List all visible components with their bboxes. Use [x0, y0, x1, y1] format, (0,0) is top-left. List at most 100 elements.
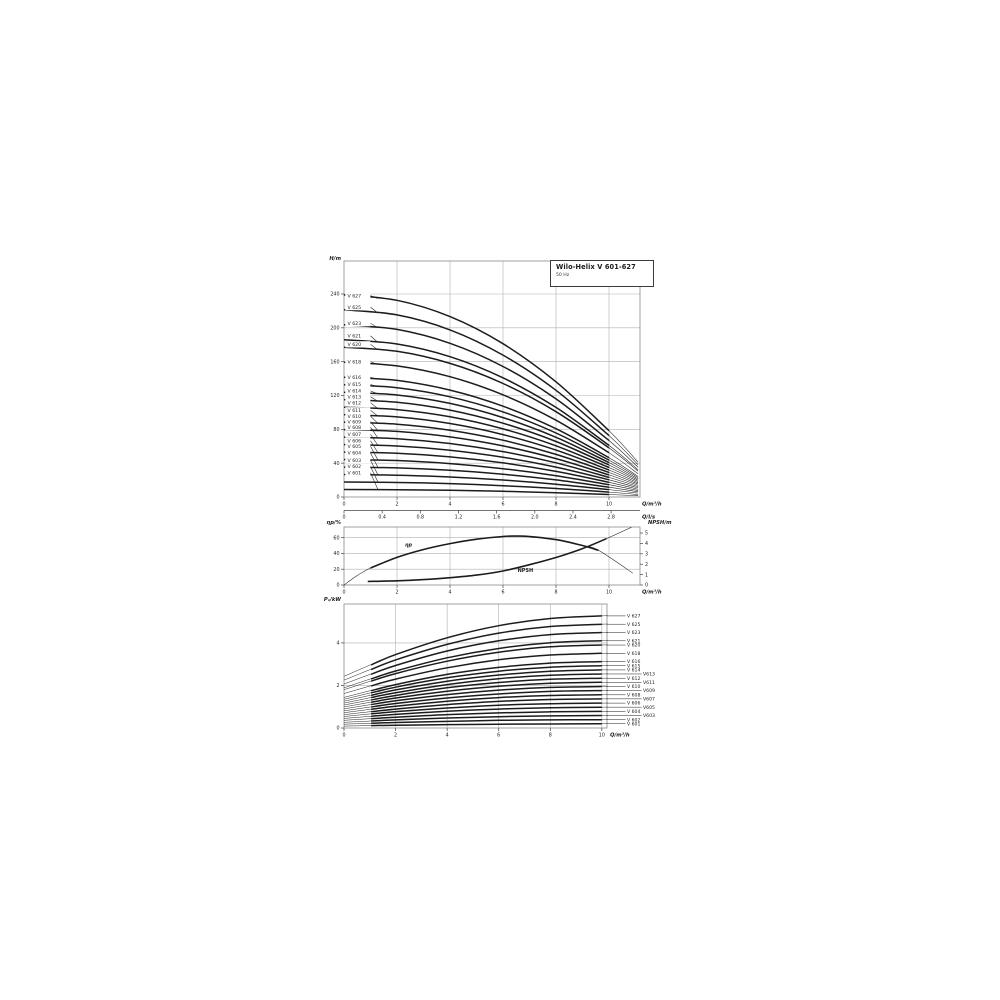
eff-xtick-label: 8 — [554, 590, 557, 596]
head-curve-V-618 — [343, 361, 610, 454]
head-xtick-label: 10 — [606, 502, 612, 508]
power-curve-V-602 — [371, 718, 602, 725]
head-xtick-label: 4 — [448, 502, 451, 508]
eff-curve-NPSH — [367, 537, 607, 583]
head-x2tick-label: 0.8 — [416, 515, 424, 521]
head-series-label: V 604 — [348, 451, 362, 457]
head-curve-V-621 — [343, 339, 610, 447]
power-curve-V-608 — [371, 694, 602, 711]
head-curve-V-614 — [343, 391, 610, 464]
head-series-label: V 610 — [348, 414, 362, 420]
power-xtick-label: 10 — [599, 733, 605, 739]
eff-xtick-label: 2 — [395, 590, 398, 596]
power-curve-V-613 — [370, 673, 602, 699]
power-curve-V-610 — [370, 685, 602, 706]
head-ytick-label: 80 — [333, 427, 339, 433]
head-label-bg — [345, 387, 371, 394]
head-label-bg — [345, 374, 371, 381]
head-x2tick-label: 2.8 — [607, 515, 615, 521]
head-ytick-label: 0 — [336, 495, 339, 501]
head-series-label: V 612 — [348, 400, 362, 406]
head-label-leader — [370, 390, 379, 395]
eff-ylabel-left: ηp/% — [327, 520, 342, 526]
power-xtick-label: 0 — [342, 733, 345, 739]
eff-ytickR-label: 2 — [645, 562, 648, 568]
eff-xlabel: Q/m³/h — [642, 590, 662, 596]
power-series-label: V605 — [643, 705, 655, 711]
head-series-label: V 613 — [348, 394, 362, 400]
power-curve-V-612 — [370, 677, 602, 701]
head-curve-V-627 — [343, 294, 610, 432]
head-label-bg — [345, 304, 371, 311]
power-series-label: V609 — [643, 688, 655, 694]
power-series-label: V603 — [643, 713, 655, 719]
head-label-leader — [370, 416, 379, 424]
eff-ylabel-right: NPSH/m — [648, 520, 672, 526]
head-curve-V-616 — [343, 376, 610, 459]
eff-ytickL-label: 40 — [333, 551, 339, 557]
power-series-label: V 627 — [627, 614, 640, 620]
head-label-bg — [345, 443, 371, 450]
power-ytick-label: 2 — [336, 683, 339, 689]
head-label-bg — [345, 437, 371, 444]
head-series-label: V 625 — [348, 305, 362, 311]
head-label-leader — [370, 377, 379, 380]
power-series-label: V 623 — [627, 630, 640, 636]
power-series-label: V 610 — [627, 684, 640, 690]
head-series-label: V 614 — [348, 389, 362, 395]
power-series-label: V 614 — [627, 668, 640, 674]
head-series-label: V 618 — [348, 359, 362, 365]
head-label-bg — [345, 358, 371, 365]
eff-ytickR-label: 3 — [645, 552, 648, 558]
power-series-label: V 601 — [627, 721, 640, 727]
eff-xtick-label: 4 — [448, 590, 451, 596]
power-series-label: V 621 — [627, 638, 640, 644]
head-label-bg — [345, 449, 371, 457]
head-label-leader — [370, 402, 379, 409]
eff-curve-ηp — [370, 535, 599, 569]
head-ytick-label: 200 — [330, 326, 339, 332]
power-xtick-label: 4 — [446, 733, 449, 739]
power-series-label: V 615 — [627, 663, 640, 669]
eff-ytickL-label: 60 — [333, 535, 339, 541]
power-curve-V-621 — [370, 640, 602, 680]
power-series-label: V 616 — [627, 659, 640, 665]
head-curve-V-604 — [343, 466, 610, 488]
eff-ytickR-label: 5 — [645, 531, 648, 537]
head-label-bg — [345, 418, 371, 425]
head-label-bg — [345, 469, 371, 476]
head-series-label: V 603 — [348, 458, 362, 464]
head-label-leader — [370, 446, 379, 461]
head-ylabel: H/m — [329, 256, 341, 262]
power-series-label: V611 — [643, 680, 655, 686]
power-series-label: V607 — [643, 696, 655, 702]
chart-title-box: Wilo-Helix V 601-627 50 Hz — [550, 260, 654, 287]
chart-title: Wilo-Helix V 601-627 — [556, 263, 636, 271]
head-label-bg — [345, 399, 371, 406]
head-x2tick-label: 0 — [342, 515, 345, 521]
head-ytick-label: 160 — [330, 359, 339, 365]
power-curve-thin-V-623 — [343, 632, 608, 685]
head-curve-V-623 — [343, 324, 610, 442]
power-curve-V-603 — [371, 714, 602, 722]
power-chart-plot-frame — [343, 603, 608, 729]
head-label-leader — [370, 295, 379, 299]
head-label-bg — [345, 407, 371, 414]
head-curve-V-620 — [343, 346, 610, 449]
eff-xtick-label: 0 — [342, 590, 345, 596]
power-series-label: V 606 — [627, 701, 640, 707]
eff-curve-label: NPSH — [518, 568, 534, 574]
head-series-label: V 607 — [348, 432, 362, 438]
head-series-label: V 627 — [348, 293, 362, 299]
head-series-label: V 609 — [348, 419, 362, 425]
head-series-label: V 611 — [348, 408, 362, 414]
head-series-label: V 608 — [348, 425, 362, 431]
power-series-label: V613 — [643, 672, 655, 678]
head-curve-V-610 — [343, 421, 610, 474]
head-series-label: V 620 — [348, 342, 362, 348]
eff-curve-label: ηp — [405, 542, 413, 548]
eff-xtick-label: 10 — [606, 590, 612, 596]
head-curve-V-613 — [343, 398, 610, 466]
head-series-label: V 623 — [348, 321, 362, 327]
